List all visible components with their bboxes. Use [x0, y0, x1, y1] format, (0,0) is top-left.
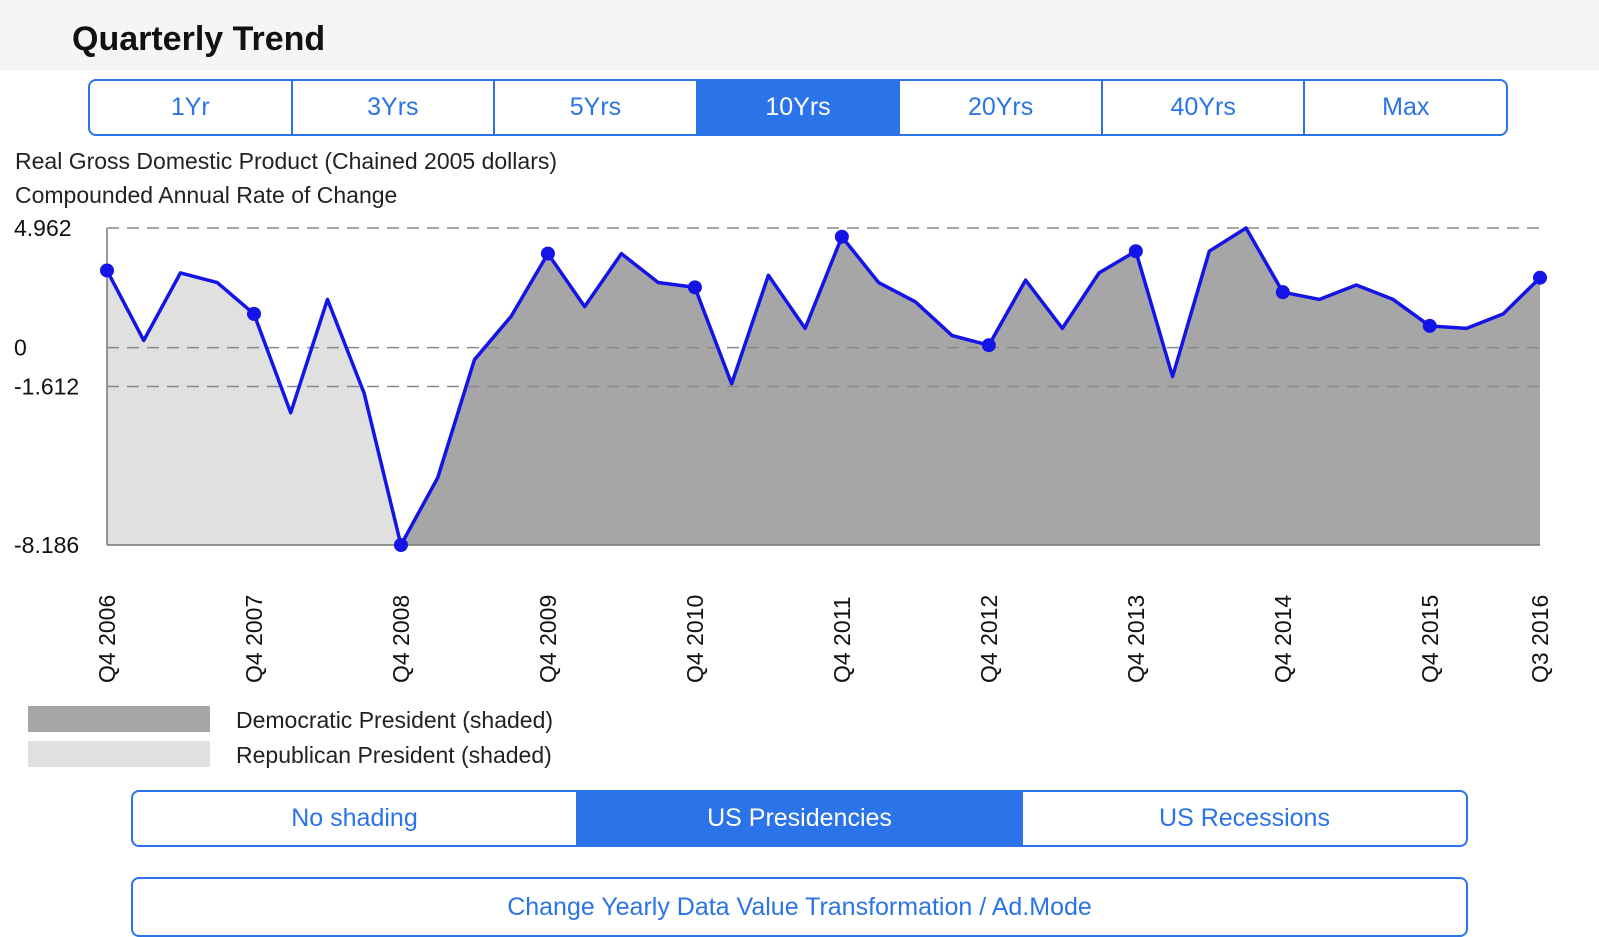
- range-selector: 1Yr 3Yrs 5Yrs 10Yrs 20Yrs 40Yrs Max: [88, 79, 1508, 136]
- data-point: [246, 306, 261, 321]
- data-point: [393, 538, 408, 552]
- transformation-button[interactable]: Change Yearly Data Value Transformation …: [131, 877, 1468, 937]
- shading-option-no-shading[interactable]: No shading: [133, 792, 578, 845]
- range-option-5yrs[interactable]: 5Yrs: [495, 81, 698, 134]
- x-tick-label: Q4 2007: [241, 595, 267, 683]
- data-point: [540, 246, 555, 261]
- shading-selector: No shading US Presidencies US Recessions: [131, 790, 1468, 847]
- x-tick-label: Q3 2016: [1527, 595, 1553, 683]
- y-tick-label: -8.186: [14, 532, 79, 558]
- data-point: [981, 338, 996, 353]
- republican-shaded-area: [107, 270, 401, 545]
- gdp-chart: 4.962 0 -1.612 -8.186 Q4 2006 Q4 2007 Q4 2008 Q…: [14, 215, 1553, 683]
- page-title: Quarterly Trend: [72, 20, 326, 58]
- data-point: [1128, 244, 1143, 259]
- x-tick-label: Q4 2009: [535, 595, 561, 683]
- range-option-1yr[interactable]: 1Yr: [90, 81, 293, 134]
- legend-label-republican: Republican President (shaded): [236, 742, 552, 768]
- header-bar: Quarterly Trend: [0, 0, 1599, 70]
- chart-subtitle-transform: Compounded Annual Rate of Change: [15, 182, 398, 208]
- x-tick-label: Q4 2014: [1270, 595, 1296, 683]
- x-tick-label: Q4 2011: [829, 596, 855, 683]
- x-tick-label: Q4 2006: [94, 595, 120, 683]
- y-tick-label: 0: [14, 335, 27, 361]
- range-option-3yrs[interactable]: 3Yrs: [293, 81, 496, 134]
- series-line: [105, 226, 1542, 547]
- x-tick-label: Q4 2008: [388, 595, 414, 683]
- range-option-max[interactable]: Max: [1382, 93, 1430, 121]
- data-point: [834, 229, 849, 244]
- legend-swatch-republican: [28, 741, 210, 767]
- data-point: [687, 280, 702, 295]
- x-tick-label: Q4 2013: [1123, 595, 1149, 683]
- data-point: [100, 263, 114, 278]
- legend-label-democratic: Democratic President (shaded): [236, 707, 554, 733]
- chart-subtitle-series: Real Gross Domestic Product (Chained 200…: [15, 148, 558, 174]
- range-option-20yrs[interactable]: 20Yrs: [900, 81, 1103, 134]
- x-tick-label: Q4 2012: [976, 595, 1002, 683]
- shading-option-us-presidencies[interactable]: US Presidencies: [578, 792, 1023, 845]
- y-tick-label: 4.962: [14, 215, 72, 241]
- legend-swatch-democratic: [28, 706, 210, 732]
- data-point: [1275, 285, 1290, 300]
- shading-option-us-recessions[interactable]: US Recessions: [1159, 804, 1330, 832]
- x-tick-label: Q4 2015: [1417, 595, 1443, 683]
- data-point: [1533, 270, 1547, 285]
- range-option-40yrs[interactable]: 40Yrs: [1103, 81, 1306, 134]
- range-option-10yrs[interactable]: 10Yrs: [697, 81, 901, 134]
- data-point: [1422, 318, 1437, 333]
- x-tick-label: Q4 2010: [682, 595, 708, 683]
- y-tick-label: -1.612: [14, 374, 79, 400]
